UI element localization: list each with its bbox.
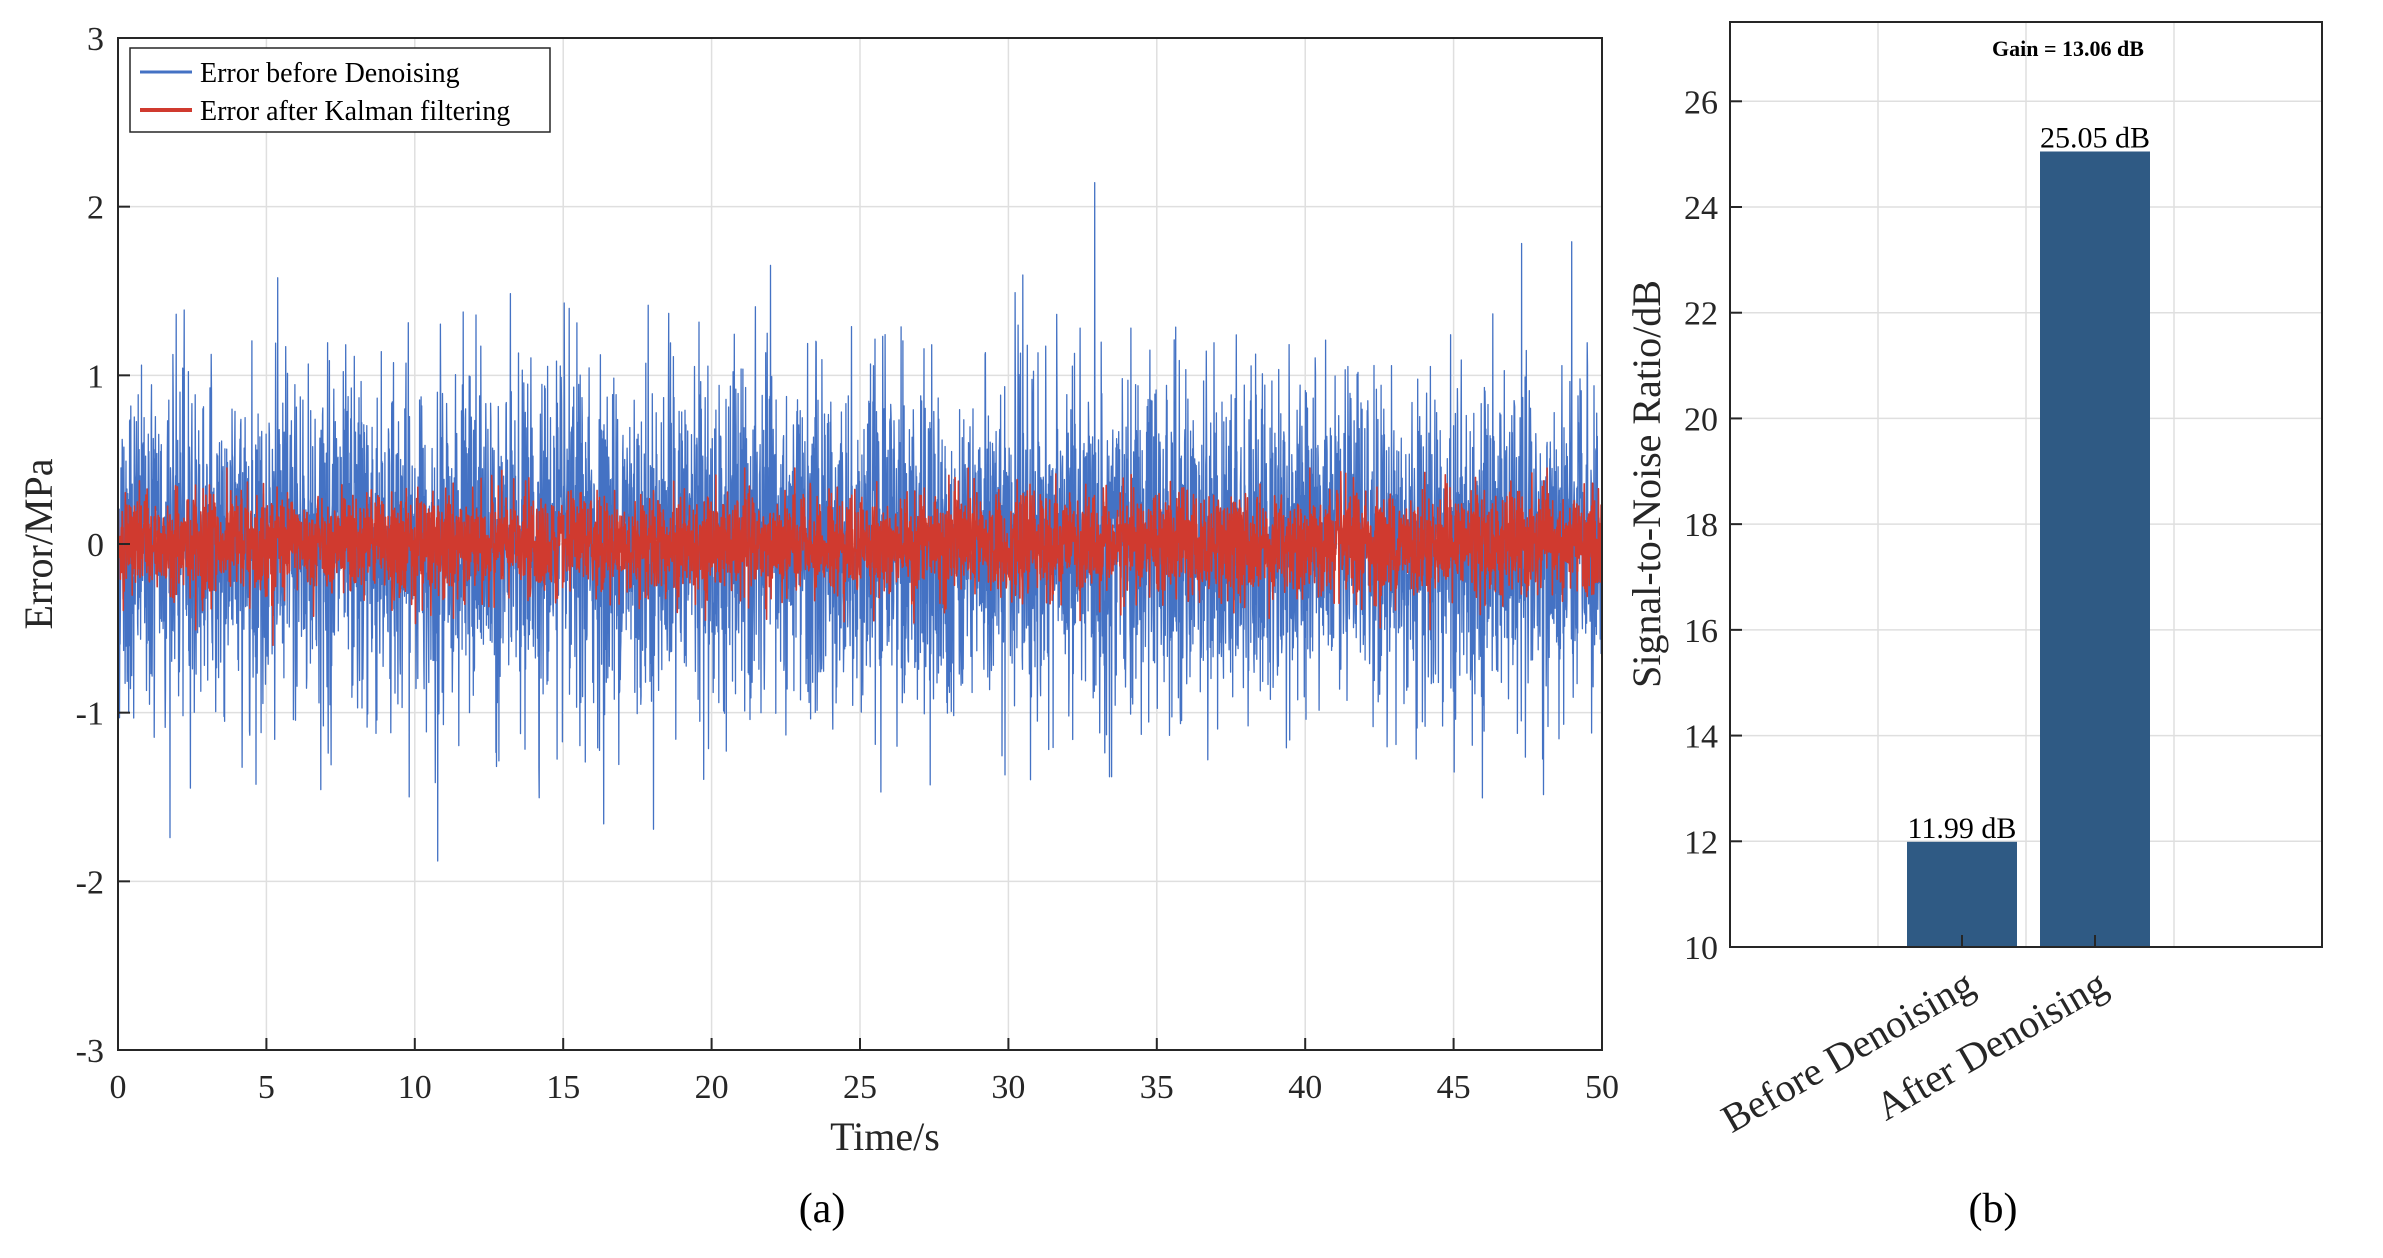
x-axis-label-a: Time/s xyxy=(830,1114,940,1159)
y-tick-label-b: 12 xyxy=(1684,824,1718,861)
series-group-a xyxy=(117,182,1603,862)
x-tick-label-a: 10 xyxy=(398,1069,432,1106)
bar-value-label: 11.99 dB xyxy=(1908,812,2017,845)
y-tick-label-a: -2 xyxy=(76,864,104,901)
legend-a: Error before Denoising Error after Kalma… xyxy=(129,47,551,133)
y-tick-label-b: 20 xyxy=(1684,401,1718,438)
y-tick-label-b: 22 xyxy=(1684,296,1718,333)
series-line-after xyxy=(117,467,1603,646)
x-tick-label-a: 15 xyxy=(546,1069,580,1106)
caption-b: (b) xyxy=(1969,1186,2018,1232)
x-tick-label-a: 20 xyxy=(695,1069,729,1106)
y-tick-label-b: 14 xyxy=(1684,719,1718,756)
x-tick-label-a: 35 xyxy=(1140,1069,1174,1106)
x-tick-label-a: 30 xyxy=(991,1069,1025,1106)
bar-value-label: 25.05 dB xyxy=(2040,122,2150,155)
bar-after xyxy=(2040,151,2150,947)
bars-b: 11.99 dB 25.05 dB xyxy=(1907,122,2150,947)
y-axis-label-b: Signal-to-Noise Ratio/dB xyxy=(1624,280,1669,688)
y-axis-label-a: Error/MPa xyxy=(16,458,61,629)
y-tick-label-a: -3 xyxy=(76,1033,104,1070)
grid-b xyxy=(1730,22,2322,948)
x-tick-label-a: 45 xyxy=(1437,1069,1471,1106)
x-tick-label-a: 0 xyxy=(110,1069,127,1106)
y-tick-label-b: 24 xyxy=(1684,190,1718,227)
axes-box-b xyxy=(1729,21,2323,948)
x-tick-label-a: 5 xyxy=(258,1069,275,1106)
x-tick-label-a: 40 xyxy=(1288,1069,1322,1106)
legend-label-after: Error after Kalman filtering xyxy=(200,96,510,127)
y-tick-label-b: 10 xyxy=(1684,930,1718,967)
y-tick-label-b: 16 xyxy=(1684,613,1718,650)
y-tick-label-a: -1 xyxy=(76,696,104,733)
y-tick-label-b: 18 xyxy=(1684,507,1718,544)
x-tick-label-a: 50 xyxy=(1585,1069,1619,1106)
legend-label-before: Error before Denoising xyxy=(200,58,460,89)
bar-before xyxy=(1907,841,2017,947)
gain-annotation: Gain = 13.06 dB xyxy=(1992,36,2144,61)
x-tick-label-b: After Denoising xyxy=(1868,961,2115,1129)
y-tick-label-a: 0 xyxy=(87,527,104,564)
y-tick-label-b: 26 xyxy=(1684,84,1718,121)
y-tick-label-a: 2 xyxy=(87,190,104,227)
y-tick-label-a: 3 xyxy=(87,21,104,58)
caption-a: (a) xyxy=(799,1186,846,1232)
y-tick-label-a: 1 xyxy=(87,358,104,395)
x-tick-label-a: 25 xyxy=(843,1069,877,1106)
legend-box xyxy=(129,47,551,133)
